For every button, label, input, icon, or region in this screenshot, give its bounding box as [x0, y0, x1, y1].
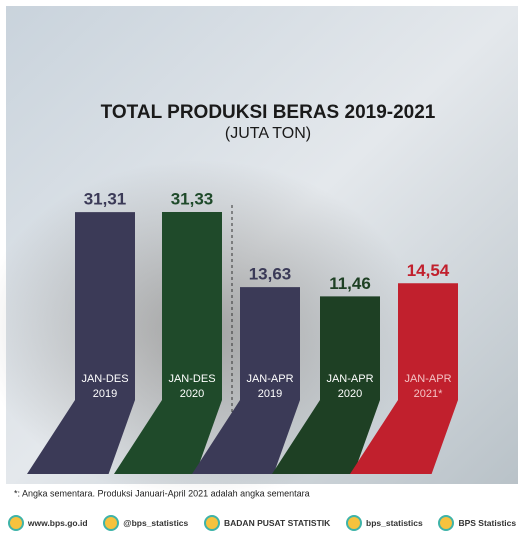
icon: [103, 515, 120, 531]
value-label: 11,46: [329, 274, 371, 293]
footer-link-text: bps_statistics: [366, 518, 423, 528]
footer-link-text: BPS Statistics: [458, 518, 517, 528]
footnote: *: Angka sementara. Produksi Januari-Apr…: [14, 488, 310, 498]
category-label: JAN-APR 2021*: [404, 373, 452, 400]
footer-link[interactable]: BADAN PUSAT STATISTIK: [204, 515, 330, 531]
value-label: 14,54: [407, 261, 450, 280]
icon: [204, 515, 221, 531]
icon: [7, 515, 24, 531]
bar: [114, 212, 222, 474]
chart-subtitle: (JUTA TON): [225, 125, 311, 142]
bar: [272, 296, 380, 474]
footer-link[interactable]: BPS Statistics: [438, 515, 516, 531]
footer-link[interactable]: bps_statistics: [346, 515, 423, 531]
footer-link-text: @bps_statistics: [123, 518, 189, 528]
footer: www.bps.go.id @bps_statistics BADAN PUSAT …: [0, 510, 524, 536]
category-label: JAN-DES 2020: [168, 373, 216, 400]
bar: [350, 283, 458, 474]
footer-link[interactable]: www.bps.go.id: [7, 515, 88, 531]
footer-link-text: BADAN PUSAT STATISTIK: [224, 518, 331, 528]
icon: [438, 515, 455, 531]
chart-title: TOTAL PRODUKSI BERAS 2019-2021: [101, 102, 436, 123]
footer-link-text: www.bps.go.id: [27, 518, 88, 528]
value-label: 13,63: [249, 265, 292, 284]
bar: [192, 287, 300, 474]
bar: [27, 212, 135, 474]
category-label: JAN-APR 2020: [326, 373, 374, 400]
value-label: 31,31: [84, 190, 127, 209]
footer-link[interactable]: @bps_statistics: [103, 515, 188, 531]
category-label: JAN-DES 2019: [81, 373, 129, 400]
icon: [346, 515, 363, 531]
value-label: 31,33: [171, 189, 214, 208]
category-label: JAN-APR 2019: [246, 373, 294, 400]
